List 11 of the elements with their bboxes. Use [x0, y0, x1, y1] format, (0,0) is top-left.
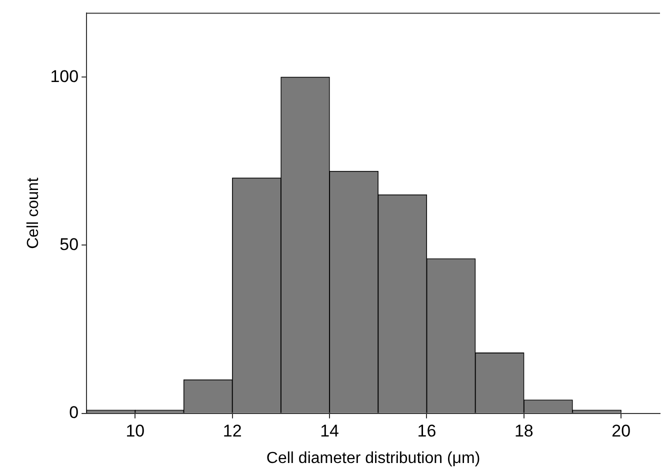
y-tick-label: 0 [69, 403, 79, 422]
x-tick-label: 20 [612, 421, 631, 440]
x-tick-label: 16 [417, 421, 436, 440]
y-tick-label: 100 [50, 66, 79, 86]
x-tick-label: 10 [126, 421, 145, 440]
y-axis-title: Cell count [25, 177, 42, 249]
x-tick-label: 18 [514, 421, 534, 440]
y-tick-label: 50 [60, 234, 79, 254]
x-tick-label: 14 [320, 421, 340, 440]
x-tick-label: 12 [222, 421, 242, 440]
x-axis-title: Cell diameter distribution (μm) [266, 450, 480, 467]
